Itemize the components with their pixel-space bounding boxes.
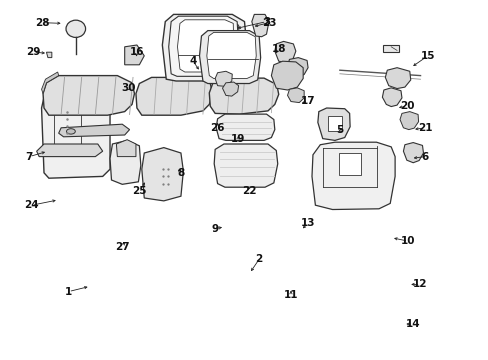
Text: 16: 16 (129, 47, 144, 57)
Polygon shape (162, 14, 246, 81)
Polygon shape (168, 16, 238, 76)
Polygon shape (399, 112, 418, 130)
Text: 7: 7 (25, 152, 33, 162)
Polygon shape (177, 20, 233, 72)
Text: 20: 20 (399, 101, 414, 111)
Polygon shape (136, 77, 212, 115)
Polygon shape (274, 41, 295, 63)
Text: 5: 5 (336, 125, 343, 135)
Polygon shape (41, 90, 110, 178)
Text: 10: 10 (400, 236, 415, 246)
Text: 21: 21 (417, 123, 432, 133)
Polygon shape (110, 140, 141, 184)
Text: 27: 27 (115, 242, 129, 252)
Text: 30: 30 (121, 83, 135, 93)
Polygon shape (215, 71, 232, 86)
Polygon shape (317, 108, 349, 140)
Ellipse shape (66, 20, 85, 37)
Polygon shape (173, 20, 239, 76)
Polygon shape (41, 72, 59, 94)
Text: 8: 8 (177, 168, 184, 178)
Polygon shape (214, 144, 277, 187)
Polygon shape (37, 144, 102, 157)
Polygon shape (385, 68, 410, 89)
Text: 23: 23 (261, 18, 276, 28)
Text: 17: 17 (300, 96, 315, 106)
Polygon shape (59, 124, 129, 137)
Text: 25: 25 (132, 186, 146, 196)
Text: 12: 12 (412, 279, 427, 289)
Text: 19: 19 (230, 134, 245, 144)
Text: 2: 2 (255, 254, 262, 264)
Polygon shape (403, 143, 423, 163)
Text: 11: 11 (283, 290, 298, 300)
Polygon shape (216, 114, 274, 140)
Polygon shape (124, 45, 144, 65)
Polygon shape (46, 52, 52, 58)
Polygon shape (311, 142, 394, 210)
Text: 3: 3 (263, 17, 269, 27)
Polygon shape (206, 32, 256, 78)
Text: 22: 22 (242, 186, 256, 196)
Text: 15: 15 (420, 51, 434, 61)
Text: 24: 24 (24, 200, 39, 210)
Polygon shape (287, 88, 304, 103)
Text: 6: 6 (421, 152, 428, 162)
Polygon shape (209, 78, 278, 114)
Polygon shape (222, 82, 238, 96)
Text: 13: 13 (300, 218, 315, 228)
Text: 9: 9 (211, 224, 218, 234)
Polygon shape (43, 76, 134, 115)
Text: 18: 18 (271, 44, 285, 54)
Polygon shape (251, 14, 268, 37)
Text: 4: 4 (189, 56, 197, 66)
Polygon shape (142, 148, 183, 201)
Text: 28: 28 (35, 18, 50, 28)
Bar (338, 153, 360, 175)
Polygon shape (287, 58, 307, 77)
Ellipse shape (66, 129, 75, 134)
Text: 14: 14 (405, 319, 420, 329)
Polygon shape (199, 31, 260, 84)
Text: 1: 1 (65, 287, 72, 297)
Polygon shape (271, 61, 303, 90)
Bar (383, 45, 398, 52)
Bar (327, 116, 341, 131)
Polygon shape (382, 88, 401, 107)
Text: 29: 29 (26, 47, 41, 57)
Text: 26: 26 (210, 123, 224, 133)
Polygon shape (116, 140, 136, 157)
